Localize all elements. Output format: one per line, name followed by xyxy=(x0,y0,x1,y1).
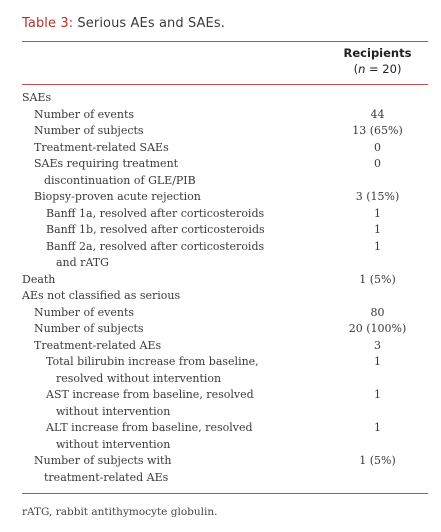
row-label: Death xyxy=(22,272,56,286)
row-label: Biopsy-proven acute rejection xyxy=(34,190,201,203)
row-value: 3 xyxy=(374,338,381,352)
row-value: 1 xyxy=(374,421,381,434)
table-row: Number of events 80 xyxy=(0,305,441,322)
row-label: resolved without intervention xyxy=(56,371,222,385)
row-label: Banff 2a, resolved after corticosteroids xyxy=(46,239,265,253)
row-label: AEs not classified as serious xyxy=(22,289,181,302)
row-value: 0 xyxy=(374,157,381,170)
table-row: SAEs requiring treatment discontinuation … xyxy=(0,156,441,189)
table-row: Banff 2a, resolved after corticosteroids… xyxy=(0,239,441,272)
column-header: Recipients (n = 20) xyxy=(320,45,435,77)
row-value: 1 xyxy=(374,388,381,401)
table-title: Serious AEs and SAEs. xyxy=(73,16,225,31)
row-label: ALT increase from baseline, resolved xyxy=(46,421,253,434)
row-value: 20 (100%) xyxy=(348,322,407,335)
table-row: Total bilirubin increase from baseline, r… xyxy=(0,354,441,387)
row-value: 0 xyxy=(374,140,381,154)
row-value: 3 (15%) xyxy=(355,190,400,203)
row-label: without intervention xyxy=(56,437,171,451)
table-row: Death 1 (5%) xyxy=(0,272,441,289)
row-label: treatment-related AEs xyxy=(44,470,169,484)
row-label: Treatment-related AEs xyxy=(34,338,162,352)
row-label: Number of subjects xyxy=(34,322,144,335)
row-value: 1 (5%) xyxy=(359,454,396,467)
row-value: 13 (65%) xyxy=(352,124,403,137)
row-value: 1 xyxy=(374,355,381,368)
row-label: and rATG xyxy=(56,256,109,269)
table-row: Number of subjects 13 (65%) xyxy=(0,123,441,140)
row-value: 1 xyxy=(374,239,381,253)
column-title: Recipients xyxy=(343,46,412,60)
row-label: SAEs requiring treatment xyxy=(34,157,179,170)
bottom-rule xyxy=(22,493,428,494)
row-value: 80 xyxy=(370,305,385,319)
row-label: discontinuation of GLE/PIB xyxy=(44,173,196,187)
row-value: 44 xyxy=(370,107,385,121)
row-label: AST increase from baseline, resolved xyxy=(46,388,254,401)
row-label: Treatment-related SAEs xyxy=(34,140,169,154)
footnote: rATG, rabbit antithymocyte globulin. xyxy=(22,506,218,518)
table-row: AST increase from baseline, resolved with… xyxy=(0,387,441,420)
header-rule xyxy=(22,84,428,85)
row-label: Banff 1b, resolved after corticosteroids xyxy=(46,223,265,236)
table-row: SAEs xyxy=(0,90,441,107)
table-row: Number of subjects with treatment-related… xyxy=(0,453,441,486)
row-value: 1 (5%) xyxy=(359,272,396,286)
row-label: Banff 1a, resolved after corticosteroids xyxy=(46,206,265,220)
table-row: Banff 1b, resolved after corticosteroids… xyxy=(0,222,441,239)
column-n: (n = 20) xyxy=(353,62,402,76)
row-label: Number of events xyxy=(34,107,135,121)
row-value: 1 xyxy=(374,223,381,236)
row-label: Number of subjects xyxy=(34,124,144,137)
top-rule xyxy=(22,41,428,42)
table-row: ALT increase from baseline, resolved with… xyxy=(0,420,441,453)
row-label: Number of events xyxy=(34,305,135,319)
table-caption: Table 3: Serious AEs and SAEs. xyxy=(22,16,225,31)
table-label: Table 3: xyxy=(22,16,74,31)
row-label: SAEs xyxy=(22,91,52,104)
row-label: Total bilirubin increase from baseline, xyxy=(46,355,259,368)
table-row: Number of subjects 20 (100%) xyxy=(0,321,441,338)
table-row: Number of events 44 xyxy=(0,107,441,124)
table-row: AEs not classified as serious xyxy=(0,288,441,305)
table-row: Biopsy-proven acute rejection 3 (15%) xyxy=(0,189,441,206)
row-value: 1 xyxy=(374,206,381,220)
row-label: Number of subjects with xyxy=(34,454,172,467)
table-row: Treatment-related AEs 3 xyxy=(0,338,441,355)
table-row: Treatment-related SAEs 0 xyxy=(0,140,441,157)
row-label: without intervention xyxy=(56,404,171,418)
table-row: Banff 1a, resolved after corticosteroids… xyxy=(0,206,441,223)
